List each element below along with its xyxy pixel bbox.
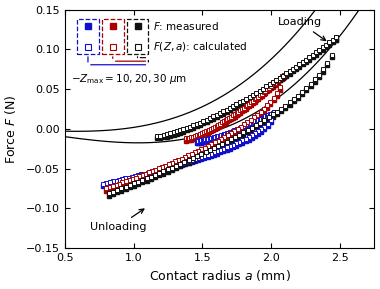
Text: $-Z_{\rm max} = 10, 20, 30\ \mu$m: $-Z_{\rm max} = 10, 20, 30\ \mu$m xyxy=(71,72,187,86)
Bar xyxy=(102,19,124,54)
Text: Loading: Loading xyxy=(278,17,326,40)
Text: $F(Z, a)$: calculated: $F(Z, a)$: calculated xyxy=(153,40,247,53)
Y-axis label: Force $F$ (N): Force $F$ (N) xyxy=(3,94,18,164)
Text: $F$: measured: $F$: measured xyxy=(153,20,219,32)
X-axis label: Contact radius $a$ (mm): Contact radius $a$ (mm) xyxy=(149,268,291,284)
Text: Unloading: Unloading xyxy=(90,209,146,232)
Bar xyxy=(127,19,148,54)
Bar xyxy=(77,19,99,54)
